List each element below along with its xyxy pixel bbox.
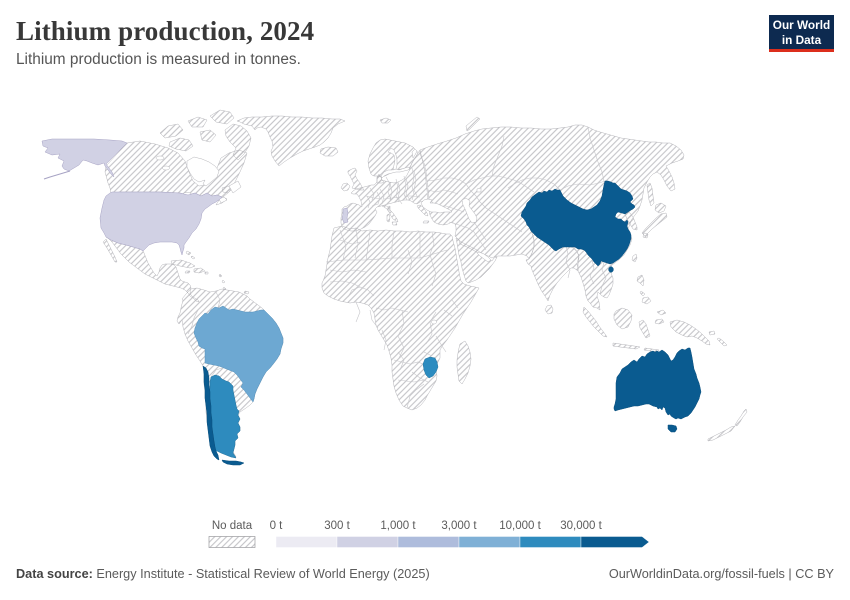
svg-text:3,000 t: 3,000 t xyxy=(441,520,477,532)
svg-text:300 t: 300 t xyxy=(324,520,350,532)
svg-text:30,000 t: 30,000 t xyxy=(560,520,602,532)
svg-text:0 t: 0 t xyxy=(270,520,284,532)
svg-text:1,000 t: 1,000 t xyxy=(380,520,416,532)
svg-text:10,000 t: 10,000 t xyxy=(499,520,541,532)
svg-text:No data: No data xyxy=(212,520,253,532)
